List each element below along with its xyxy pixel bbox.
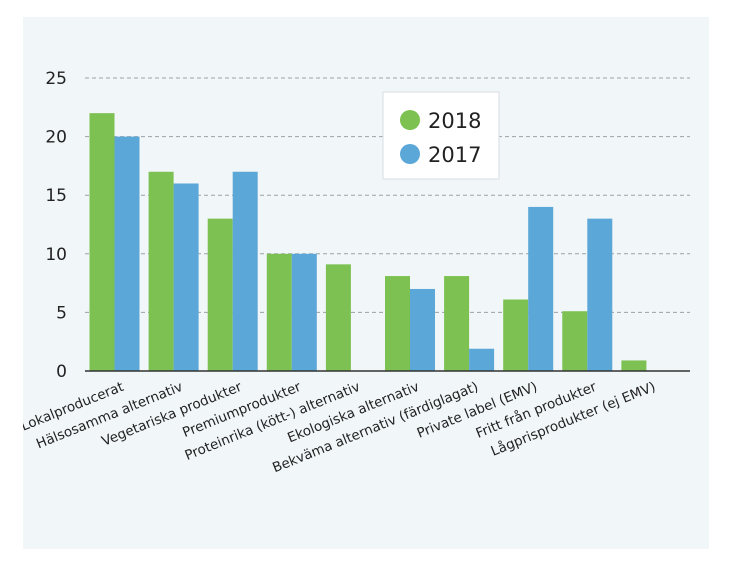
bar-2018 — [148, 171, 174, 371]
bar-2017 — [587, 218, 613, 371]
legend-box — [382, 91, 500, 180]
legend-label-2018: 2018 — [428, 109, 481, 133]
y-tick-label: 25 — [45, 69, 67, 89]
bar-2017 — [291, 253, 317, 371]
bar-2018 — [385, 276, 410, 371]
bar-2018 — [325, 264, 351, 371]
legend: 2018 2017 — [382, 91, 500, 180]
y-tick-label: 10 — [45, 245, 67, 265]
bar-2018 — [266, 253, 292, 371]
legend-label-2017: 2017 — [428, 143, 481, 167]
bar-2018 — [444, 276, 470, 371]
bar-2017 — [232, 171, 258, 371]
y-tick-label: 15 — [45, 186, 67, 206]
bar-2018 — [207, 218, 233, 371]
y-tick-label: 0 — [56, 362, 67, 382]
bar-2017 — [114, 136, 140, 371]
legend-marker-2017 — [400, 144, 420, 164]
bar-2017 — [173, 183, 199, 371]
bar-2017 — [469, 348, 495, 371]
y-tick-label: 20 — [45, 128, 67, 148]
legend-marker-2018 — [400, 110, 420, 130]
bar-2018 — [503, 299, 529, 371]
bars — [89, 113, 647, 371]
bar-2018 — [562, 311, 588, 371]
bar-2018 — [621, 360, 647, 371]
bar-2017 — [410, 288, 435, 371]
y-tick-label: 5 — [56, 303, 67, 323]
bar-2017 — [528, 206, 554, 371]
y-tick-labels: 0 5 10 15 20 25 — [45, 69, 67, 382]
bar-2018 — [89, 113, 115, 371]
chart-panel: 0 5 10 15 20 25 Lokalproducerat Hälsosamma alt… — [23, 17, 709, 549]
